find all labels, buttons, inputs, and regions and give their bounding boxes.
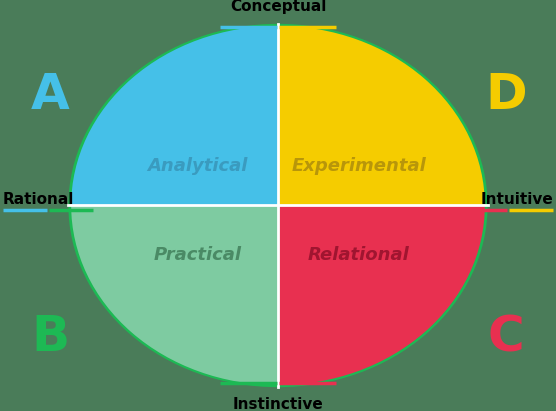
Wedge shape	[35, 26, 278, 206]
Text: Conceptual: Conceptual	[230, 0, 326, 14]
Wedge shape	[35, 206, 278, 385]
Text: B: B	[31, 313, 69, 361]
Text: Analytical: Analytical	[147, 157, 247, 175]
Text: Experimental: Experimental	[291, 157, 426, 175]
Wedge shape	[278, 26, 521, 206]
Text: A: A	[31, 71, 70, 118]
Ellipse shape	[68, 24, 488, 387]
Text: D: D	[485, 71, 527, 118]
Wedge shape	[278, 206, 521, 385]
Text: C: C	[488, 313, 524, 361]
Text: Intuitive: Intuitive	[480, 192, 553, 207]
Text: Rational: Rational	[3, 192, 74, 207]
Text: Relational: Relational	[307, 246, 410, 264]
Text: Practical: Practical	[153, 246, 241, 264]
Text: Instinctive: Instinctive	[232, 397, 324, 411]
